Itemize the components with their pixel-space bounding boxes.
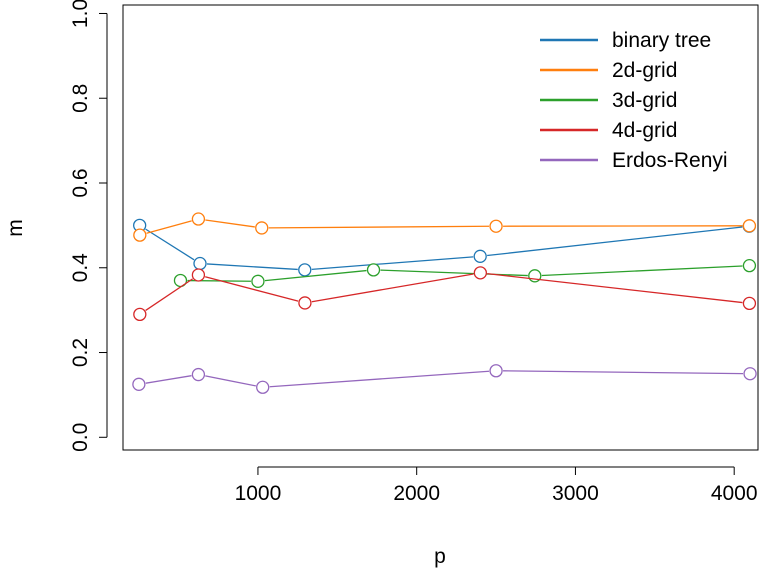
series-layer bbox=[132, 212, 757, 394]
legend: binary tree 2d-grid 3d-grid 4d-grid Erdos-Re… bbox=[540, 29, 728, 172]
legend-item: 2d-grid bbox=[540, 59, 677, 82]
y-tick-label: 0.8 bbox=[69, 84, 92, 113]
plot-frame bbox=[122, 4, 759, 451]
x-axis: 1000 2000 3000 4000 bbox=[235, 466, 758, 505]
y-axis-label: m bbox=[4, 219, 27, 237]
y-tick-label: 0.2 bbox=[69, 338, 92, 367]
series-line-segment bbox=[145, 278, 193, 312]
data-point bbox=[366, 263, 381, 277]
data-point bbox=[256, 380, 270, 394]
series-line-segment bbox=[205, 276, 299, 302]
x-tick-label: 1000 bbox=[235, 482, 282, 505]
series-line-segment bbox=[146, 220, 192, 234]
data-point bbox=[298, 296, 312, 310]
series-line-segment bbox=[311, 256, 474, 270]
data-point bbox=[133, 228, 147, 242]
legend-item: binary tree bbox=[540, 29, 711, 52]
series bbox=[133, 212, 757, 242]
data-point bbox=[743, 367, 757, 381]
y-tick-label: 0.0 bbox=[69, 423, 92, 452]
data-point bbox=[251, 274, 265, 288]
legend-label: 2d-grid bbox=[612, 59, 677, 82]
data-point bbox=[473, 266, 487, 280]
series bbox=[132, 364, 757, 394]
series-line-segment bbox=[268, 225, 490, 229]
series-line-segment bbox=[145, 228, 195, 261]
series bbox=[173, 258, 757, 288]
series-line-segment bbox=[487, 272, 743, 304]
data-point bbox=[489, 219, 503, 233]
data-point bbox=[132, 377, 146, 391]
data-point bbox=[255, 221, 269, 235]
data-point bbox=[473, 249, 487, 263]
series-line-segment bbox=[380, 269, 528, 277]
data-point bbox=[191, 212, 206, 226]
y-tick-label: 0.6 bbox=[69, 168, 92, 197]
legend-label: binary tree bbox=[612, 29, 711, 52]
series-line-segment bbox=[264, 269, 367, 282]
series-line-segment bbox=[269, 370, 490, 388]
x-tick-label: 3000 bbox=[552, 482, 599, 505]
data-point bbox=[489, 364, 503, 378]
legend-label: Erdos-Renyi bbox=[612, 149, 728, 172]
y-tick-label: 1.0 bbox=[69, 0, 92, 28]
data-point bbox=[742, 296, 757, 311]
data-point bbox=[298, 263, 312, 277]
series-line-segment bbox=[205, 219, 255, 228]
series-line-segment bbox=[206, 263, 298, 271]
series-line-segment bbox=[145, 375, 192, 384]
legend-label: 3d-grid bbox=[612, 89, 677, 112]
series-line-segment bbox=[205, 375, 256, 387]
legend-item: 3d-grid bbox=[540, 89, 677, 112]
data-point bbox=[191, 268, 206, 282]
series-line-segment bbox=[311, 273, 474, 303]
series-line-segment bbox=[541, 265, 743, 277]
series bbox=[133, 266, 757, 322]
x-axis-label: p bbox=[434, 545, 446, 568]
y-axis: 0.0 0.2 0.4 0.6 0.8 1.0 bbox=[69, 0, 108, 452]
data-point bbox=[133, 307, 147, 322]
legend-item: Erdos-Renyi bbox=[540, 149, 728, 172]
y-tick-label: 0.4 bbox=[69, 253, 92, 283]
legend-item: 4d-grid bbox=[540, 119, 677, 142]
x-tick-label: 4000 bbox=[711, 482, 758, 505]
series bbox=[133, 218, 756, 277]
x-tick-label: 2000 bbox=[393, 482, 440, 505]
data-point bbox=[193, 256, 207, 271]
legend-label: 4d-grid bbox=[612, 119, 677, 142]
series-line-segment bbox=[487, 226, 743, 257]
series-line-segment bbox=[503, 370, 744, 375]
data-point bbox=[191, 367, 206, 382]
data-point bbox=[742, 219, 757, 233]
data-point bbox=[742, 258, 757, 273]
